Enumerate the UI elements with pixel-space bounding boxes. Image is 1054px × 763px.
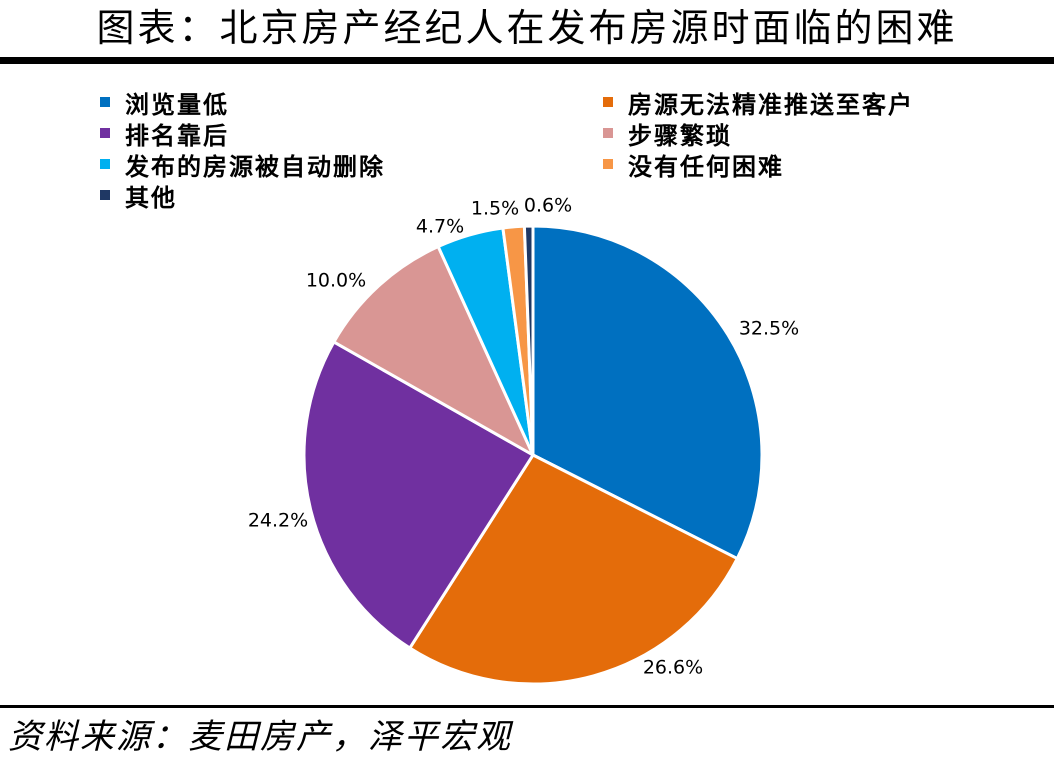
legend-swatch bbox=[603, 97, 613, 107]
pie-slice bbox=[408, 453, 739, 686]
slice-value-label: 4.7% bbox=[416, 216, 464, 238]
pie-slice bbox=[522, 224, 535, 457]
pie-slices bbox=[302, 224, 764, 686]
legend-item-tedious-steps: 步骤繁琐 bbox=[603, 117, 732, 150]
legend-item-low-ranking: 排名靠后 bbox=[100, 117, 229, 150]
legend-label: 其他 bbox=[125, 183, 177, 212]
pie-slice bbox=[531, 224, 764, 561]
slice-value-label: 24.2% bbox=[248, 510, 308, 532]
chart-legend: 浏览量低 房源无法精准推送至客户 排名靠后 步骤繁琐 发布的房源被自动删除 没有… bbox=[100, 86, 1000, 214]
slice-value-label: 10.0% bbox=[306, 270, 366, 292]
slice-value-label: 32.5% bbox=[739, 318, 799, 340]
legend-swatch bbox=[100, 128, 110, 138]
source-note: 资料来源：麦田房产，泽平宏观 bbox=[8, 717, 512, 757]
legend-swatch bbox=[100, 97, 110, 107]
legend-swatch bbox=[100, 190, 110, 200]
legend-item-other: 其他 bbox=[100, 179, 177, 212]
source-rule bbox=[0, 705, 1054, 708]
title-rule bbox=[0, 57, 1054, 64]
legend-item-inaccurate-push: 房源无法精准推送至客户 bbox=[603, 86, 914, 119]
legend-item-no-difficulty: 没有任何困难 bbox=[603, 148, 784, 181]
legend-label: 排名靠后 bbox=[125, 121, 229, 150]
legend-swatch bbox=[100, 159, 110, 169]
legend-item-auto-deleted: 发布的房源被自动删除 bbox=[100, 148, 385, 181]
slice-value-label: 1.5% bbox=[471, 198, 519, 220]
pie-slice bbox=[332, 245, 535, 457]
slice-value-label: 26.6% bbox=[643, 657, 703, 679]
pie-slice bbox=[302, 340, 535, 650]
legend-swatch bbox=[603, 128, 613, 138]
chart-title: 图表：北京房产经纪人在发布房源时面临的困难 bbox=[96, 6, 958, 50]
legend-label: 步骤繁琐 bbox=[628, 121, 732, 150]
legend-label: 浏览量低 bbox=[125, 90, 229, 119]
legend-item-browse-low: 浏览量低 bbox=[100, 86, 229, 119]
slice-value-label: 0.6% bbox=[524, 195, 572, 217]
pie-labels: 32.5% 26.6% 24.2% 10.0% 4.7% 1.5% 0.6% bbox=[248, 195, 799, 679]
legend-label: 没有任何困难 bbox=[628, 152, 784, 181]
legend-swatch bbox=[603, 159, 613, 169]
legend-label: 房源无法精准推送至客户 bbox=[628, 90, 914, 119]
legend-label: 发布的房源被自动删除 bbox=[125, 152, 385, 181]
